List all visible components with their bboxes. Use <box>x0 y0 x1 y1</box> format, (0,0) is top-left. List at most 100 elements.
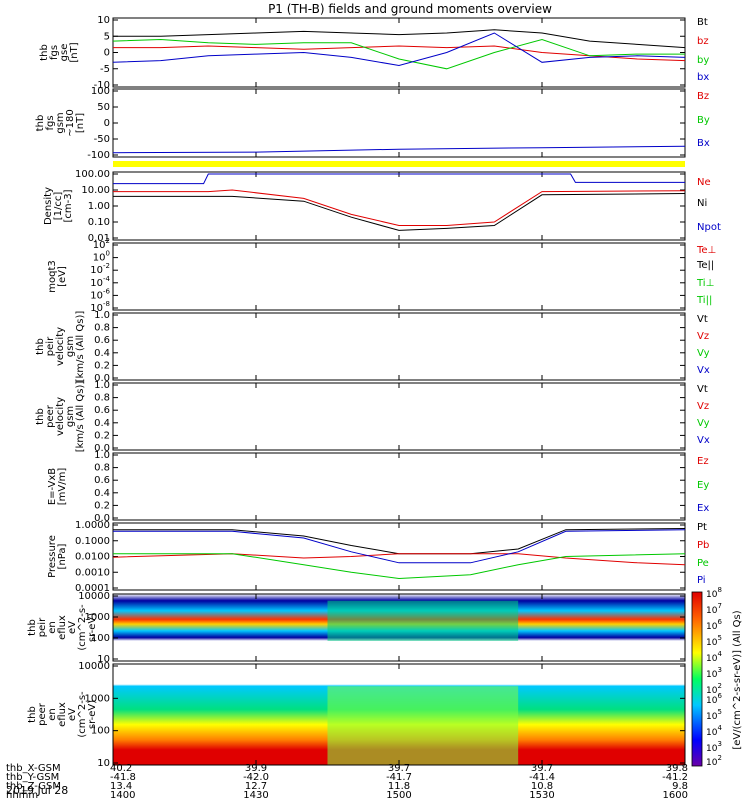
panel-ylabel: Density[1/cc][cm-3] <box>43 187 74 225</box>
y-tick-label: 10.00 <box>81 185 110 196</box>
orbit-row-label: thb_Z-GSM <box>6 781 61 792</box>
orbit-value: 10.8 <box>531 781 553 792</box>
series-line-pi <box>113 529 686 564</box>
colorbar-tick-label: 106 <box>706 692 722 706</box>
legend-label: Ti|| <box>696 295 712 306</box>
panel-6: 1.0 0.80.6 0.40.2 0.0 thbpeervelocitygsm[km/… <box>35 380 710 454</box>
y-tick-label: 0.8 <box>94 323 110 334</box>
panel-7: 1.0 0.80.6 0.40.2 0.0 E=-VxB[mV/m] Ez Ey Ex <box>47 450 709 524</box>
legend-label: Te⊥ <box>696 245 716 256</box>
legend-label: Bz <box>697 91 709 102</box>
orbit-row-label: thb_Y-GSM <box>6 772 59 783</box>
legend-label: By <box>697 115 710 126</box>
y-tick-label: 1000 <box>85 693 110 704</box>
panel-ylabel: thbpeerenefluxeV(cm^2-s-sr-eV) <box>27 691 98 738</box>
legend-label: Bx <box>697 138 710 149</box>
legend-label: Pe <box>697 558 709 569</box>
panel-10: 10000 1000 100 10 thbpeerenefluxeV(cm^2-s-sr… <box>27 661 686 769</box>
legend-label: Vy <box>697 418 710 429</box>
y-tick-label: 1.0 <box>94 310 110 321</box>
colorbar-tick-label: 106 <box>706 618 722 632</box>
series-line-bx <box>112 32 686 67</box>
y-tick-label: 0.2 <box>94 500 110 511</box>
orbit-value: 39.7 <box>531 763 553 774</box>
legend-label: Vz <box>697 401 709 412</box>
series-line-bx <box>112 145 686 154</box>
colorbar-tick-label: 108 <box>706 586 722 600</box>
orbit-value: -41.8 <box>110 772 136 783</box>
legend-label: Ne <box>697 177 711 188</box>
orbit-value: 12.7 <box>245 781 267 792</box>
y-tick-label: 0.6 <box>94 335 110 346</box>
legend-label: Vx <box>697 435 710 446</box>
legend-label: Bt <box>697 17 708 28</box>
y-tick-label: 100 <box>91 726 110 737</box>
orbit-row-label: thb_X-GSM <box>6 763 61 774</box>
colorbar-tick-label: 105 <box>706 708 722 722</box>
figure-title: P1 (TH-B) fields and ground moments over… <box>268 2 552 16</box>
y-tick-label: 0.4 <box>94 348 110 359</box>
colorbar-tick-label: 105 <box>706 634 722 648</box>
panel-frame <box>112 242 686 311</box>
legend-label: Npot <box>697 222 721 233</box>
y-tick-label: 10-4 <box>90 275 110 289</box>
legend-label: Vy <box>697 348 710 359</box>
y-tick-label: -100 <box>87 150 110 161</box>
orbit-value: 11.8 <box>388 781 410 792</box>
legend-label: by <box>697 55 709 66</box>
y-tick-label: 0.6 <box>94 475 110 486</box>
y-tick-label: 0.0010 <box>75 567 110 578</box>
legend-label: Pb <box>697 540 709 551</box>
y-tick-label: 0.8 <box>94 463 110 474</box>
legend-label: bz <box>697 36 709 47</box>
panel-9: 10000 1000 100 10 thbpeirenefluxeV(cm^2-s-sr… <box>27 591 686 665</box>
colorbar-tick-label: 104 <box>706 724 722 738</box>
y-tick-label: 0.0100 <box>75 552 110 563</box>
panel-ylabel: thbfgsgse[nT] <box>39 42 80 62</box>
y-tick-label: -5 <box>100 64 110 75</box>
series-line-pb <box>112 553 686 566</box>
panel-ylabel: thbpeirenefluxeV(cm^2-s-sr-eV) <box>27 604 98 651</box>
panel-ylabel: thbpeervelocitygsm[km/s (All Qs)] <box>35 381 86 453</box>
y-tick-label: 10 <box>97 758 110 769</box>
y-tick-label: 0.01 <box>88 233 110 244</box>
y-tick-label: 10-6 <box>90 287 110 301</box>
date-label: 2019 Jul 28 <box>6 784 68 797</box>
y-tick-label: 100 <box>93 250 110 264</box>
y-tick-label: 0.6 <box>94 405 110 416</box>
orbit-value: 40.2 <box>110 763 132 774</box>
colorbar-tick-label: 103 <box>706 740 722 754</box>
orbit-value: 1400 <box>110 790 135 800</box>
orbit-value: 1430 <box>243 790 268 800</box>
y-tick-label: 0.0 <box>94 513 110 524</box>
y-tick-label: 1.0000 <box>75 520 110 531</box>
colorbar-gradient <box>691 591 703 767</box>
y-tick-label: 10000 <box>78 661 110 672</box>
panel-ylabel: E=-VxB[mV/m] <box>47 468 68 506</box>
orbit-value: -41.7 <box>386 772 412 783</box>
y-tick-label: -50 <box>94 134 110 145</box>
y-tick-label: 1.00 <box>88 201 110 212</box>
y-tick-label: 10 <box>97 654 110 665</box>
y-tick-label: 100.00 <box>75 169 110 180</box>
colorbar-tick-label: 104 <box>706 650 722 664</box>
panel-frame <box>112 522 686 591</box>
orbit-value: 39.7 <box>388 763 410 774</box>
spectrogram-region <box>327 600 519 641</box>
panel-frame <box>112 17 686 88</box>
panel-frame <box>112 382 686 451</box>
y-tick-label: 10000 <box>78 591 110 602</box>
panel-8: 1.0000 0.1000 0.0100 0.0010 0.0001 Pressure[n… <box>47 520 709 594</box>
legend-label: Te|| <box>696 260 714 271</box>
legend-label: Vt <box>697 384 708 395</box>
y-tick-label: 100 <box>91 633 110 644</box>
y-tick-label: 0.0001 <box>75 583 110 594</box>
y-tick-label: 0.10 <box>88 217 110 228</box>
panel-frame <box>112 312 686 381</box>
y-tick-label: 0.2 <box>94 360 110 371</box>
orbit-value: -41.2 <box>662 772 688 783</box>
panel-3: 100.00 10.00 1.00 0.10 0.01 Density[1/cc][cm-… <box>43 169 721 244</box>
y-tick-label: 0.1000 <box>75 536 110 547</box>
